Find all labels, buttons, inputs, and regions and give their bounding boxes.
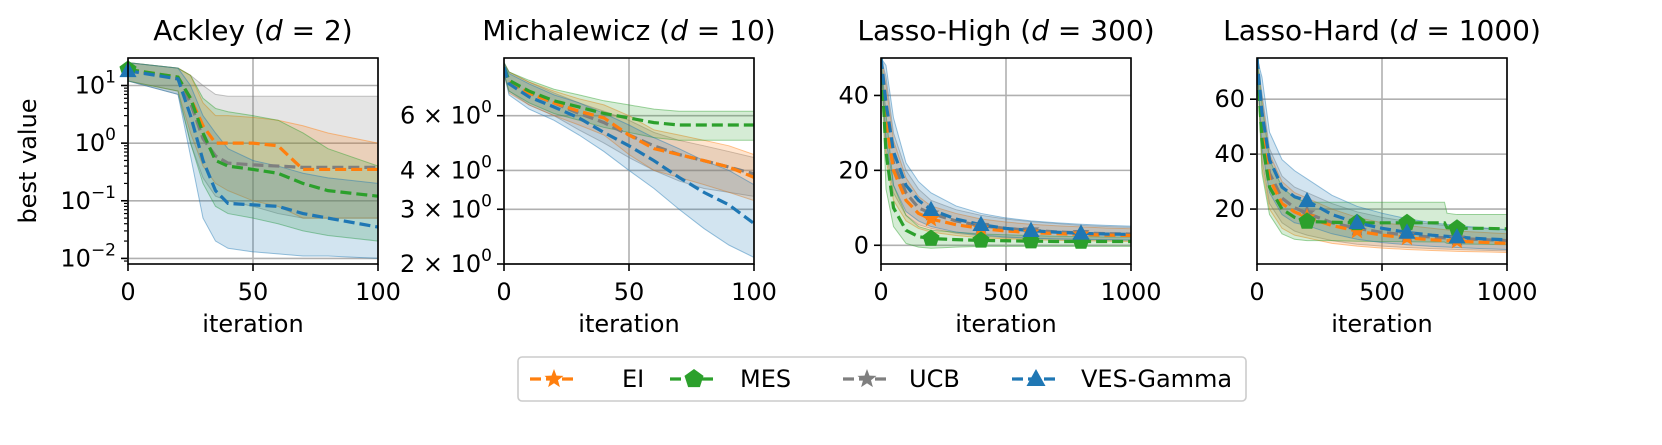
x-tick-label: 0 [120,278,135,306]
y-tick-label: 40 [1214,140,1245,168]
y-tick-label: 6 × 100 [400,98,492,130]
x-tick-label: 0 [1249,278,1264,306]
legend-item-ves-gamma: VES-Gamma [1012,365,1232,393]
marker-mes [922,229,940,246]
x-tick-label: 500 [1359,278,1405,306]
legend-marker [857,369,877,388]
y-tick-label: 101 [75,68,116,100]
marker-ves-gamma [1448,228,1466,244]
band-ei [128,62,378,219]
axes-frame [127,57,379,265]
y-axis-label: best value [14,98,42,223]
y-tick-label: 3 × 100 [400,191,492,223]
marker-mes [1398,213,1416,231]
legend: EI MES UCB VES-Gamma [517,356,1247,402]
x-tick-label: 50 [238,278,269,306]
y-tick-label: 2 × 100 [400,246,492,278]
x-axis-label: iteration [1331,310,1432,338]
y-tick-label: 20 [838,156,869,184]
y-tick-label: 10−2 [60,240,116,272]
line-ucb [128,67,378,169]
marker-mes [1298,212,1316,229]
x-tick-label: 0 [496,278,511,306]
markers [1298,191,1466,249]
axes-frame [1256,57,1508,265]
x-axis-label: iteration [955,310,1056,338]
chart-panel-2: Michalewicz (d = 10) 6 × 100 4 × 100 3 × 10… [400,14,777,338]
band-ei [881,58,1131,243]
plot-area [128,62,378,259]
y-tick-label: 0 [854,231,869,259]
x-axis-label: iteration [578,310,679,338]
chart-title: Michalewicz (d = 10) [482,14,775,47]
markers [922,200,1090,249]
marker-ves-gamma [1348,213,1366,230]
marker-mes [972,231,990,248]
line-ves-gamma [504,66,754,225]
line-mes [1257,58,1507,231]
marker-ves-gamma [1072,224,1090,240]
band-ucb [128,62,378,219]
marker-mes [1448,219,1466,236]
band-ei [1257,58,1507,253]
line-ucb [881,58,1131,236]
x-tick-label: 1000 [1100,278,1161,306]
legend-item-mes: MES [670,365,791,393]
line-ves-gamma [128,69,378,229]
band-ves-gamma [881,58,1131,241]
y-tick-label: 4 × 100 [400,152,492,184]
legend-label: VES-Gamma [1081,365,1232,393]
y-tick-label: 40 [838,81,869,109]
line-ei [504,66,754,179]
y-tick-label: 60 [1214,85,1245,113]
marker-ves-gamma [972,215,990,231]
band-ucb [881,58,1131,241]
legend-marker [544,369,564,388]
legend-label: MES [740,365,791,393]
y-tick-label: 100 [75,125,116,157]
chart-title: Ackley (d = 2) [153,14,352,47]
legend-item-ei: EI [530,365,644,393]
band-ei [504,62,754,202]
chart-title: Lasso-Hard (d = 1000) [1223,14,1541,47]
x-tick-label: 1000 [1476,278,1537,306]
line-mes [504,66,754,127]
y-tick-label: 20 [1214,195,1245,223]
x-axis-label: iteration [202,310,303,338]
x-tick-label: 100 [355,278,401,306]
legend-label: UCB [909,365,960,393]
line-mes [881,58,1131,244]
x-tick-label: 500 [983,278,1029,306]
chart-title: Lasso-High (d = 300) [857,14,1154,47]
band-mes [504,62,754,141]
chart-panel-4: Lasso-Hard (d = 1000) 20 40 60 0 500 1000 itera… [1214,14,1540,338]
legend-label: EI [622,365,644,393]
band-ucb [1257,58,1507,252]
x-tick-label: 0 [873,278,888,306]
band-mes [881,58,1131,249]
band-ucb [504,62,754,197]
legend-marker [684,369,704,388]
marker-ves-gamma [1398,223,1416,239]
axes-frame [503,57,755,265]
marker-ves-gamma [922,200,940,216]
legend-item-ucb: UCB [843,365,960,393]
marker-ei [922,210,940,227]
chart-panel-1: Ackley (d = 2) 101 100 10−1 10−20 50 100 iterat… [60,14,401,338]
axes-frame [880,57,1132,265]
line-mes [128,67,378,198]
plot-area [504,62,754,258]
marker-ei [1348,222,1366,239]
legend-marker [1026,369,1046,386]
x-tick-label: 50 [614,278,645,306]
marker-ves-gamma [1298,191,1316,208]
chart-panel-3: Lasso-High (d = 300) 0 20 40 0 500 1000 iterati… [838,14,1161,338]
marker-ves-gamma [1022,221,1040,237]
x-tick-label: 100 [731,278,777,306]
y-tick-label: 10−1 [60,183,116,215]
